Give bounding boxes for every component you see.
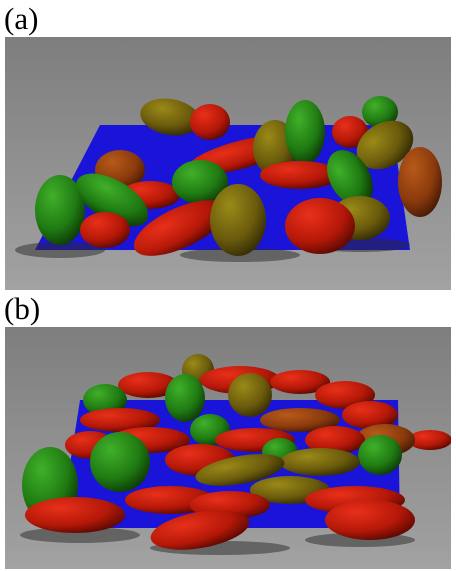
page: (a) (b): [0, 0, 456, 571]
ellipsoid: [210, 184, 266, 256]
ellipsoid: [228, 373, 272, 417]
ellipsoid: [358, 435, 402, 475]
ellipsoid: [80, 212, 130, 248]
render-a: [5, 37, 451, 290]
panel-label: (b): [4, 291, 40, 326]
figure: (a) (b): [0, 0, 456, 571]
ellipsoid: [285, 100, 325, 164]
ellipsoid: [280, 448, 360, 476]
ellipsoid: [25, 497, 125, 533]
ellipsoid: [285, 198, 355, 254]
render-b: [5, 327, 452, 569]
ellipsoid: [325, 500, 415, 540]
ellipsoid: [398, 147, 442, 217]
ellipsoid: [90, 432, 150, 492]
panel-label: (a): [4, 1, 38, 36]
ellipsoid: [165, 374, 205, 422]
ellipsoid: [190, 104, 230, 140]
